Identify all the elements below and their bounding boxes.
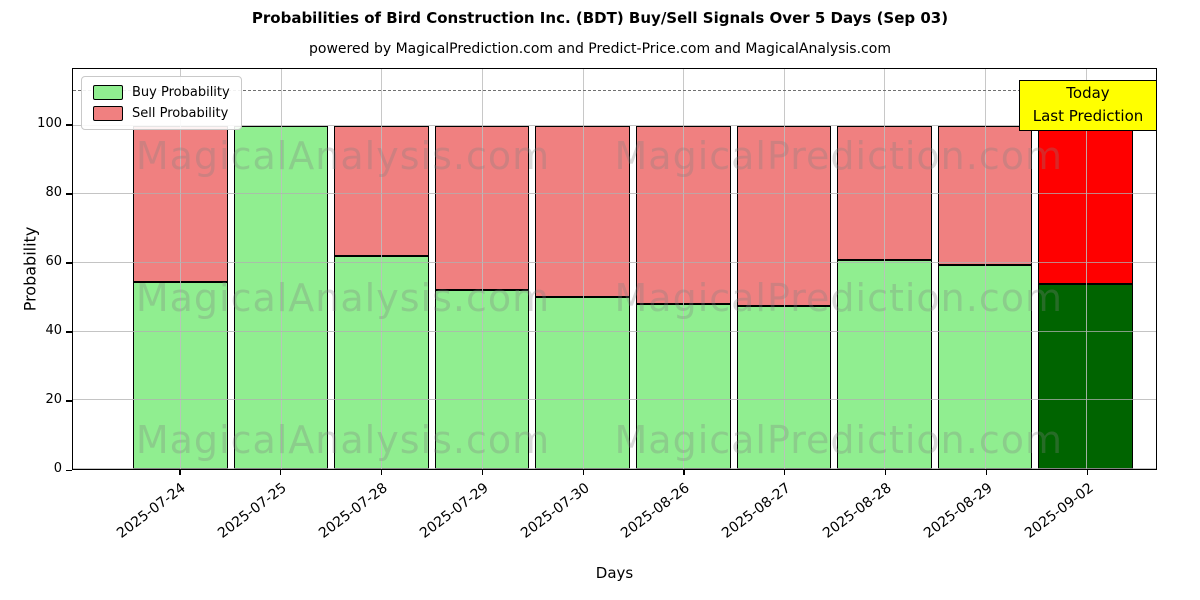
bar-slot (935, 69, 1036, 469)
bar-slot (1035, 69, 1136, 469)
y-tick-mark (66, 469, 72, 471)
legend: Buy Probability Sell Probability (81, 76, 242, 130)
x-tick-label: 2025-07-28 (316, 480, 391, 542)
legend-swatch (93, 106, 123, 121)
annotation-line-2: Last Prediction (1032, 107, 1144, 126)
bar-slot (834, 69, 935, 469)
legend-item: Buy Probability (93, 85, 230, 100)
y-tick-mark (66, 400, 72, 402)
bar-slot (130, 69, 231, 469)
legend-label: Buy Probability (132, 85, 230, 100)
y-tick-label: 0 (53, 461, 62, 476)
watermark-text: MagicalPrediction.com (614, 418, 1063, 463)
bar-slot (231, 69, 332, 469)
x-tick-label: 2025-08-27 (719, 480, 794, 542)
x-tick-mark (1086, 470, 1088, 475)
watermark-text: MagicalAnalysis.com (135, 275, 551, 320)
x-tick-mark (481, 470, 484, 475)
x-tick-mark (985, 470, 988, 475)
h-gridline (73, 193, 1156, 195)
x-tick-label: 2025-07-30 (517, 480, 593, 542)
x-tick-mark (381, 470, 383, 475)
h-gridline (73, 262, 1156, 263)
x-tick-mark (582, 470, 584, 475)
bar-slot (532, 69, 633, 469)
h-gridline (73, 124, 1156, 126)
v-gridline (180, 69, 182, 469)
y-tick-label: 40 (45, 322, 62, 338)
x-tick-label: 2025-07-29 (416, 480, 492, 542)
bar-slot (633, 69, 734, 469)
x-tick-label: 2025-07-24 (114, 480, 190, 542)
annotation-line-1: Today (1066, 84, 1110, 102)
v-gridline (381, 69, 383, 469)
v-gridline (482, 69, 484, 469)
x-axis-label: Days (595, 564, 634, 582)
x-tick-label: 2025-08-26 (618, 480, 694, 542)
v-gridline (783, 69, 785, 469)
y-tick-mark (66, 331, 72, 333)
h-gridline (73, 399, 1156, 401)
dashed-threshold-line (73, 90, 1156, 92)
legend-swatch (93, 85, 123, 100)
bar-slot (734, 69, 835, 469)
legend-label: Sell Probability (132, 106, 229, 121)
legend-item: Sell Probability (93, 106, 230, 121)
x-tick-mark (784, 470, 786, 475)
h-gridline (73, 468, 1156, 469)
bar-slot (432, 69, 533, 469)
v-gridline (683, 69, 685, 469)
y-axis-label: Probability (20, 226, 40, 312)
chart-title: Probabilities of Bird Construction Inc. … (251, 9, 949, 27)
y-tick-label: 60 (45, 253, 62, 269)
y-tick-mark (66, 193, 72, 195)
h-gridline (73, 330, 1156, 332)
x-tick-mark (179, 470, 181, 475)
watermark-text: MagicalPrediction.com (614, 275, 1063, 320)
x-tick-label: 2025-07-25 (215, 480, 290, 542)
watermark-text: MagicalPrediction.com (614, 133, 1063, 178)
x-tick-mark (683, 470, 685, 475)
y-tick-label: 20 (45, 391, 62, 407)
watermark-text: MagicalAnalysis.com (135, 418, 551, 463)
v-gridline (1085, 69, 1087, 469)
x-tick-label: 2025-08-28 (820, 480, 895, 542)
chart-subtitle: powered by MagicalPrediction.com and Pre… (309, 41, 891, 57)
watermark-text: MagicalAnalysis.com (135, 133, 551, 178)
v-gridline (280, 69, 282, 469)
v-gridline (985, 69, 987, 469)
x-tick-label: 2025-09-02 (1021, 480, 1097, 542)
y-tick-mark (66, 124, 72, 126)
v-gridline (582, 69, 584, 469)
v-gridline (884, 69, 886, 469)
bars-container (73, 69, 1156, 469)
bar-slot (331, 69, 432, 469)
today-annotation: Today Last Prediction (1019, 80, 1157, 131)
x-tick-mark (280, 470, 282, 475)
y-tick-label: 80 (45, 184, 62, 200)
x-tick-label: 2025-08-29 (920, 480, 996, 542)
y-tick-mark (66, 262, 72, 264)
x-tick-mark (885, 470, 887, 475)
plot-area: Buy Probability Sell Probability Today La… (72, 68, 1157, 470)
y-tick-label: 100 (37, 115, 62, 131)
